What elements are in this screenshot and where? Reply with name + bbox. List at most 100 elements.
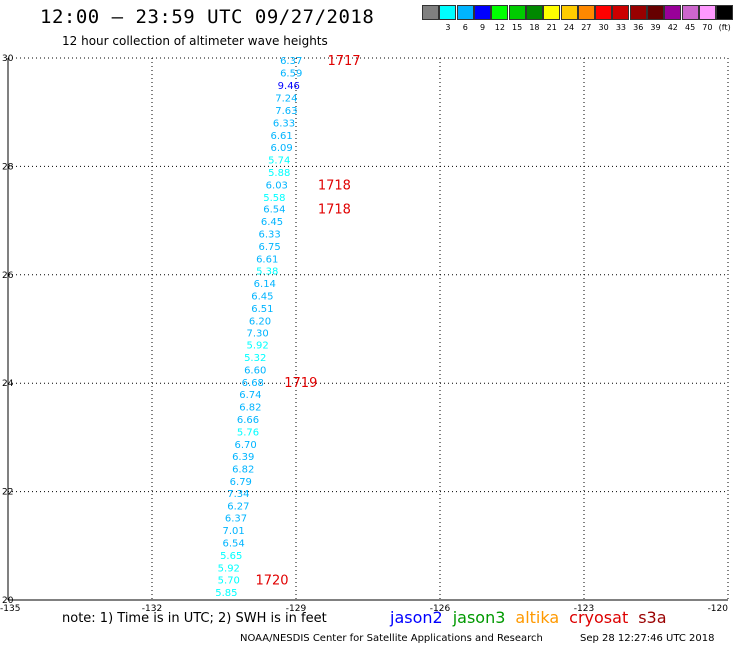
wave-height-label: 6.09 — [270, 143, 292, 154]
x-tick-label: -132 — [142, 604, 162, 614]
legend-item: 24 — [560, 5, 578, 33]
wave-height-label: 6.74 — [239, 390, 261, 401]
wave-height-label: 5.92 — [218, 563, 240, 574]
mission-jason3: jason3 — [452, 608, 506, 627]
legend-value: 42 — [667, 23, 678, 32]
footer-note: note: 1) Time is in UTC; 2) SWH is in fe… — [62, 611, 327, 626]
wave-height-label: 5.92 — [246, 341, 268, 352]
wave-height-label: 6.70 — [234, 440, 256, 451]
chart-subtitle: 12 hour collection of altimeter wave hei… — [62, 34, 328, 48]
legend-swatch — [716, 5, 734, 20]
footer-timestamp: Sep 28 12:27:46 UTC 2018 — [580, 633, 715, 644]
legend-swatch — [560, 5, 578, 20]
y-tick-label: 28 — [2, 162, 14, 172]
wave-height-label: 5.74 — [268, 155, 290, 166]
wave-height-label: 6.59 — [280, 69, 302, 80]
mission-altika: altika — [515, 608, 560, 627]
legend-swatch — [698, 5, 716, 20]
wave-height-label: 6.66 — [237, 415, 259, 426]
wave-height-label: 6.75 — [258, 242, 280, 253]
wave-height-label: 6.20 — [249, 316, 271, 327]
legend-item: 18 — [525, 5, 543, 33]
chart-title: 12:00 – 23:59 UTC 09/27/2018 — [40, 6, 375, 28]
wave-height-label: 5.88 — [268, 168, 290, 179]
wave-height-label: 6.82 — [232, 464, 254, 475]
footer-credit: NOAA/NESDIS Center for Satellite Applica… — [240, 633, 543, 644]
legend-swatch — [439, 5, 457, 20]
wave-height-label: 5.70 — [218, 575, 240, 586]
wave-height-label: 6.33 — [258, 230, 280, 241]
x-tick-label: -126 — [430, 604, 451, 614]
y-tick-label: 30 — [2, 54, 14, 64]
wave-height-label: 6.27 — [227, 502, 249, 513]
x-tick-label: -120 — [708, 604, 729, 614]
legend-item: 70 — [698, 5, 716, 33]
legend-item: 33 — [612, 5, 630, 33]
wave-height-label: 7.63 — [275, 106, 297, 117]
color-legend: 3 6 9 12 15 18 21 24 27 30 33 36 39 42 45 70 (ft) — [422, 5, 734, 33]
legend-value: 15 — [512, 23, 523, 32]
legend-swatch — [647, 5, 664, 20]
y-tick-label: 20 — [2, 596, 14, 606]
wave-height-label: 7.34 — [227, 489, 249, 500]
legend-swatch — [525, 5, 543, 20]
wave-height-label: 6.39 — [232, 452, 254, 463]
legend-value: 33 — [615, 23, 626, 32]
wave-height-label: 6.82 — [239, 403, 261, 414]
wave-height-label: 6.54 — [222, 539, 244, 550]
legend-value: 6 — [462, 23, 468, 32]
legend-swatch — [508, 5, 526, 20]
legend-swatch — [543, 5, 561, 20]
legend-item: 6 — [456, 5, 474, 33]
wave-height-label: 6.61 — [270, 131, 292, 142]
x-tick-label: -123 — [574, 604, 594, 614]
wave-height-label: 5.38 — [256, 266, 278, 277]
y-tick-label: 26 — [2, 271, 14, 281]
wave-height-label: 6.14 — [254, 279, 276, 290]
legend-swatch — [491, 5, 509, 20]
mission-legend: jason2 jason3 altika cryosat s3a — [390, 608, 677, 627]
legend-item: 42 — [664, 5, 682, 33]
legend-item: 36 — [629, 5, 647, 33]
legend-item: 15 — [508, 5, 526, 33]
time-label: 1719 — [284, 376, 317, 391]
legend-item: 12 — [491, 5, 509, 33]
legend-item: 27 — [577, 5, 595, 33]
wave-height-label: 5.85 — [215, 588, 237, 599]
legend-item: 21 — [543, 5, 561, 33]
legend-swatch — [681, 5, 699, 20]
legend-value: 3 — [445, 23, 451, 32]
wave-height-label: 7.24 — [275, 94, 297, 105]
y-tick-label: 22 — [2, 488, 13, 498]
legend-value: 36 — [633, 23, 644, 32]
wave-height-label: 6.33 — [273, 118, 295, 129]
wave-height-label: 5.65 — [220, 551, 242, 562]
legend-swatch — [422, 5, 440, 20]
legend-swatch — [629, 5, 647, 20]
legend-value: 21 — [546, 23, 557, 32]
wave-height-label: 6.03 — [266, 180, 288, 191]
x-tick-label: -135 — [0, 604, 20, 614]
legend-value: 12 — [494, 23, 505, 32]
wave-height-label: 5.58 — [263, 193, 285, 204]
mission-cryosat: cryosat — [569, 608, 629, 627]
wave-height-label: 6.54 — [263, 205, 285, 216]
legend-item: (ft) — [716, 5, 734, 33]
wave-height-label: 5.32 — [244, 353, 266, 364]
legend-item: 45 — [681, 5, 699, 33]
time-label: 1718 — [318, 178, 351, 193]
wave-height-label: 5.76 — [237, 427, 259, 438]
legend-item: 9 — [474, 5, 492, 33]
legend-item: 39 — [647, 5, 664, 33]
mission-jason2: jason2 — [390, 608, 443, 627]
wave-height-label: 6.45 — [251, 291, 273, 302]
wave-height-label: 7.01 — [222, 526, 244, 537]
legend-swatch — [456, 5, 474, 20]
time-label: 1717 — [327, 54, 360, 69]
y-tick-label: 24 — [2, 379, 14, 389]
legend-value: 18 — [529, 23, 540, 32]
x-tick-label: -129 — [286, 604, 307, 614]
wave-height-label: 6.37 — [280, 56, 302, 67]
mission-s3a: s3a — [638, 608, 667, 627]
